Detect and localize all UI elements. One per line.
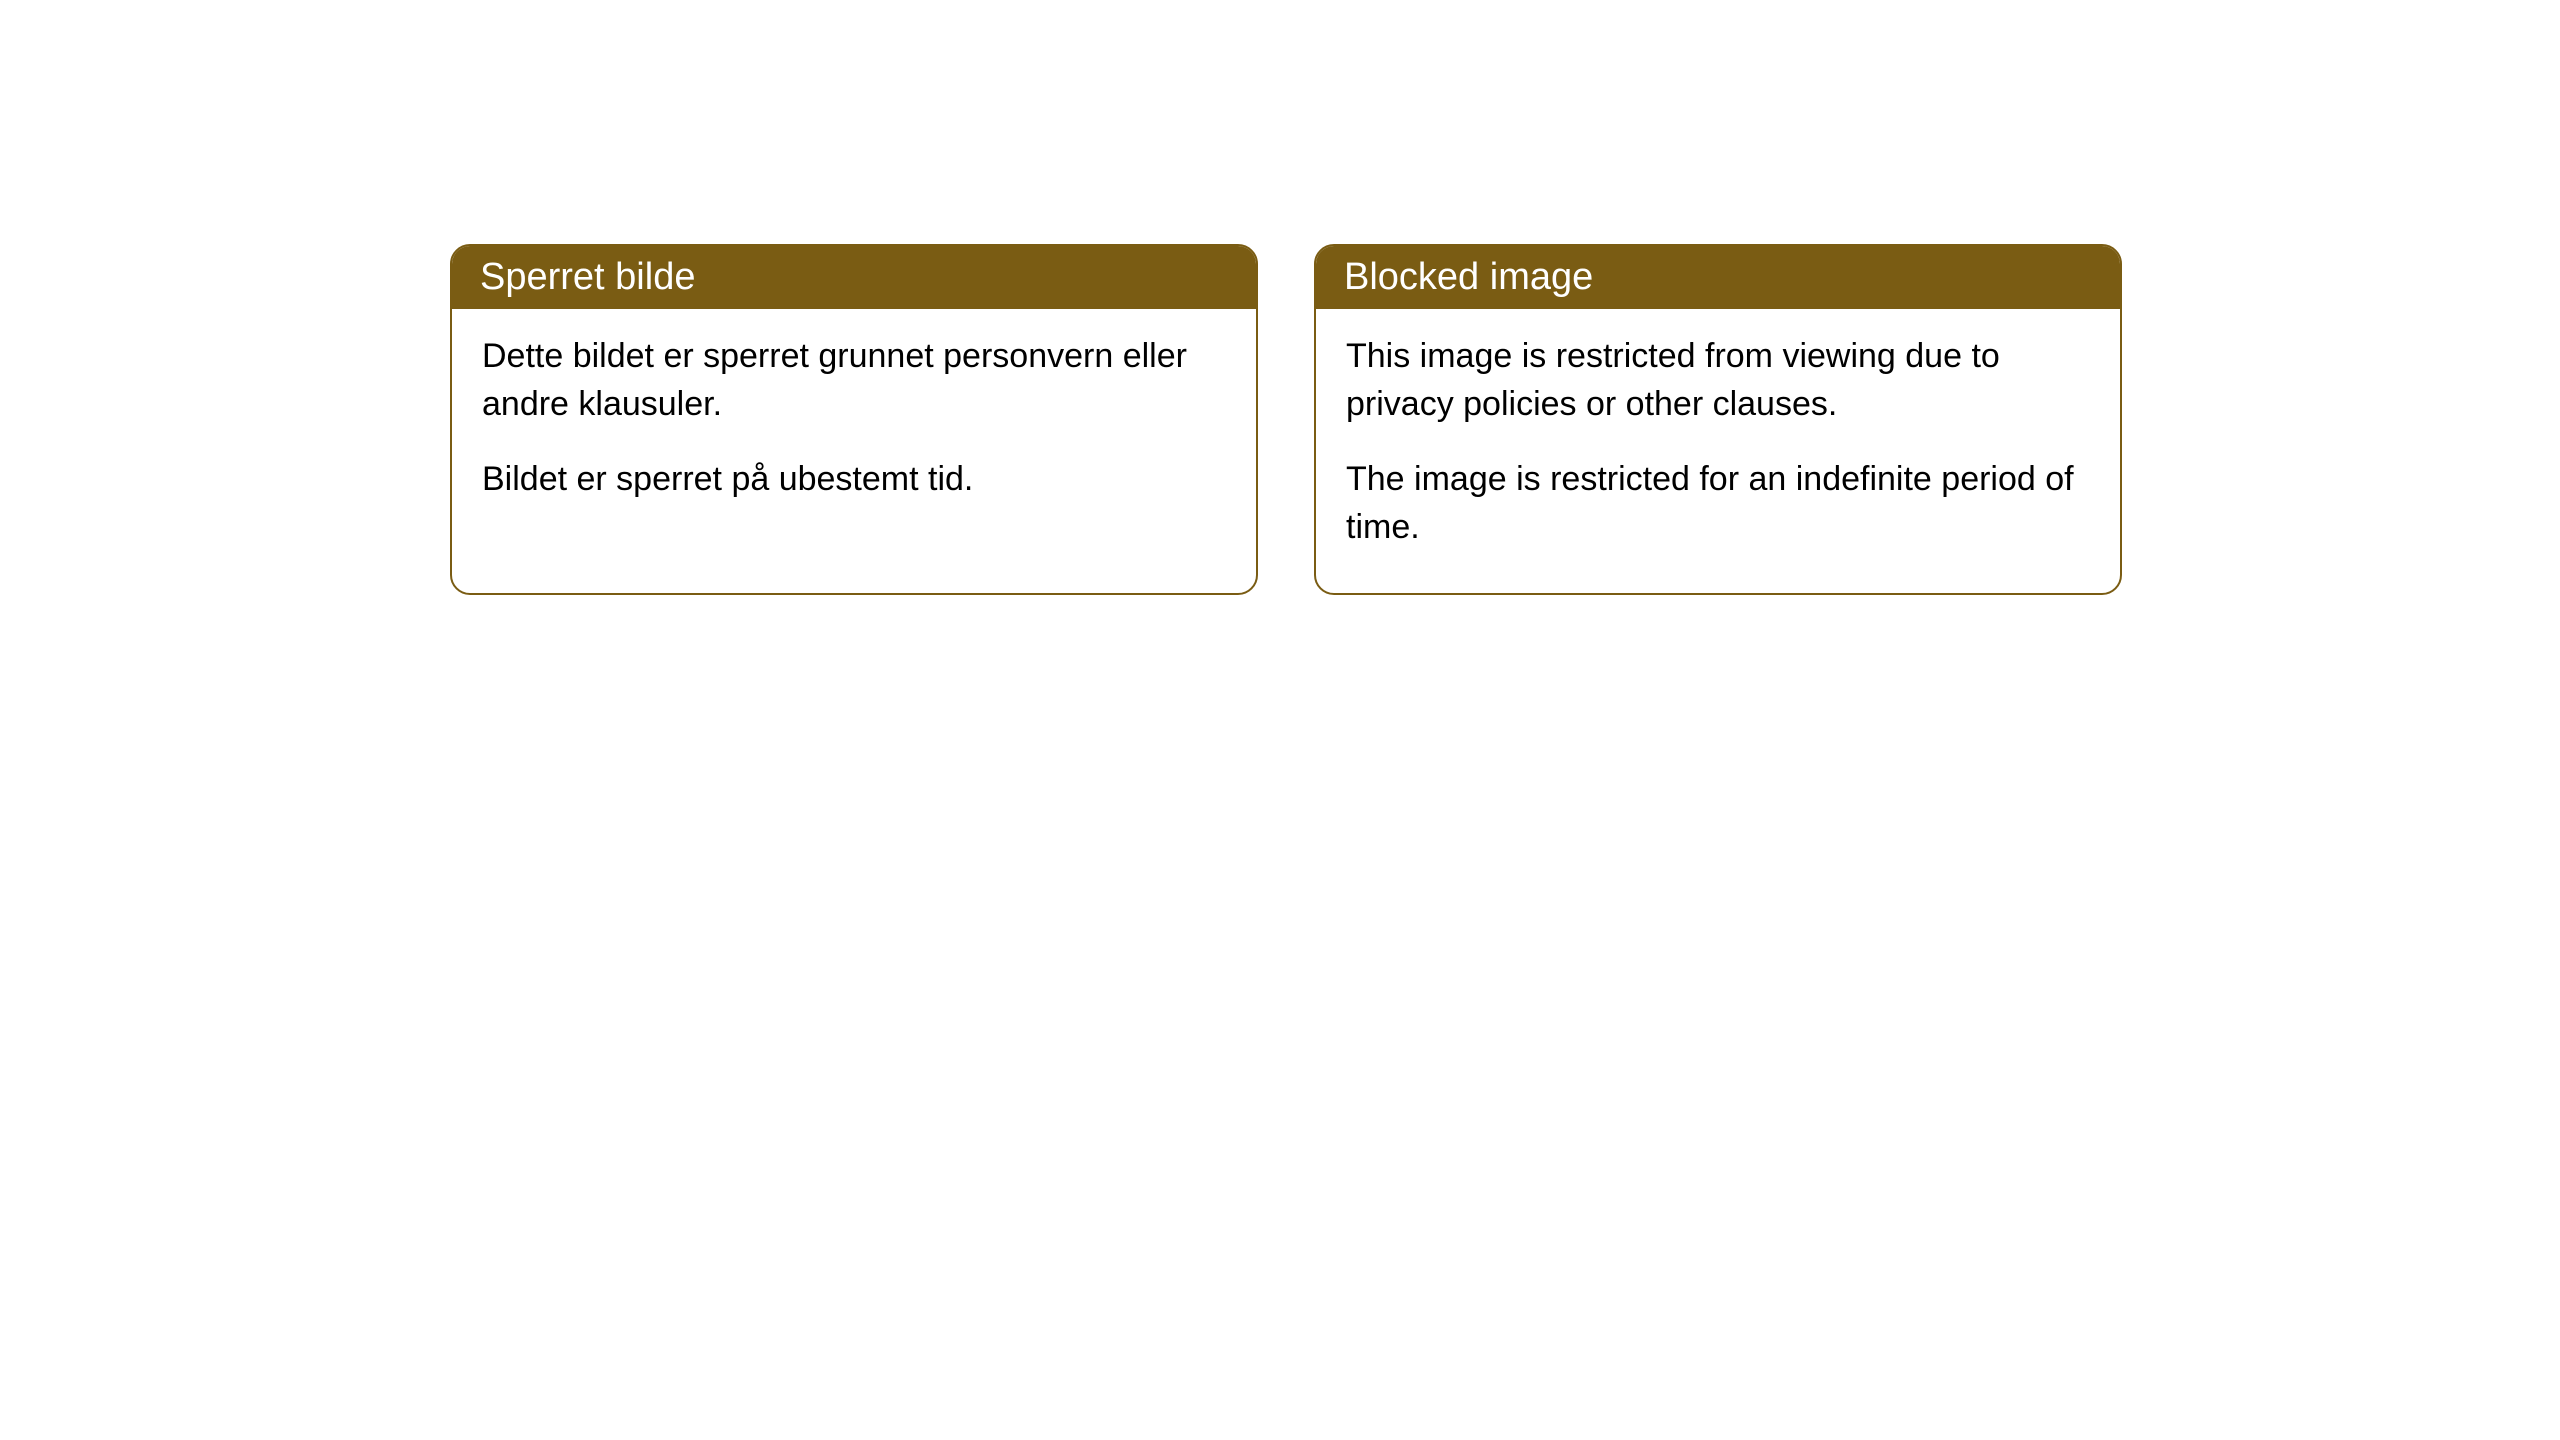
card-paragraph-1: Dette bildet er sperret grunnet personve… [482, 333, 1226, 428]
card-body-english: This image is restricted from viewing du… [1316, 309, 2120, 593]
card-body-norwegian: Dette bildet er sperret grunnet personve… [452, 309, 1256, 546]
card-title: Sperret bilde [480, 256, 695, 298]
card-paragraph-2: Bildet er sperret på ubestemt tid. [482, 456, 1226, 504]
card-header-english: Blocked image [1316, 246, 2120, 309]
blocked-image-card-norwegian: Sperret bilde Dette bildet er sperret gr… [450, 244, 1258, 595]
blocked-image-card-english: Blocked image This image is restricted f… [1314, 244, 2122, 595]
cards-container: Sperret bilde Dette bildet er sperret gr… [0, 0, 2560, 595]
card-header-norwegian: Sperret bilde [452, 246, 1256, 309]
card-paragraph-2: The image is restricted for an indefinit… [1346, 456, 2090, 551]
card-title: Blocked image [1344, 256, 1593, 298]
card-paragraph-1: This image is restricted from viewing du… [1346, 333, 2090, 428]
